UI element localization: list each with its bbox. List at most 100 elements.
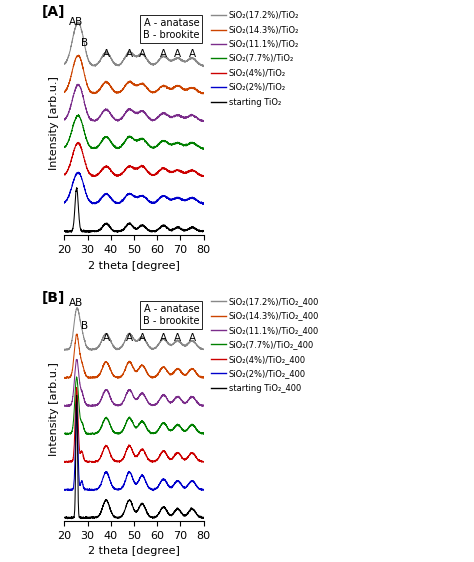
starting TiO₂_400 (74, 392, 80, 398)
SiO₂(14.3%)/TiO₂_400 (73, 340, 78, 347)
SiO₂(11.1%)/TiO₂ (75, 81, 81, 88)
Text: B: B (81, 321, 88, 331)
SiO₂(7.7%)/TiO₂ (141, 136, 146, 143)
SiO₂(14.3%)/TiO₂ (121, 85, 127, 92)
SiO₂(17.2%)/TiO₂ (141, 52, 146, 58)
starting TiO₂_400 (65, 515, 71, 522)
starting TiO₂_400 (62, 514, 67, 521)
SiO₂(7.7%)/TiO₂_400 (121, 425, 127, 432)
SiO₂(4%)/TiO₂_400 (124, 447, 129, 454)
SiO₂(2%)/TiO₂_400 (124, 474, 129, 481)
SiO₂(4%)/TiO₂_400 (72, 418, 78, 425)
SiO₂(2%)/TiO₂_400 (74, 398, 80, 405)
SiO₂(14.3%)/TiO₂ (126, 79, 132, 85)
SiO₂(17.2%)/TiO₂_400 (126, 330, 132, 337)
SiO₂(4%)/TiO₂ (72, 144, 78, 151)
SiO₂(7.7%)/TiO₂_400 (126, 414, 132, 420)
starting TiO₂_400 (73, 488, 78, 495)
starting TiO₂ (74, 184, 80, 191)
Y-axis label: Intensity [arb.u.]: Intensity [arb.u.] (49, 76, 59, 170)
SiO₂(2%)/TiO₂_400 (201, 487, 207, 493)
SiO₂(7.7%)/TiO₂ (201, 146, 206, 153)
SiO₂(14.3%)/TiO₂ (72, 57, 78, 64)
SiO₂(14.3%)/TiO₂ (124, 81, 129, 88)
starting TiO₂ (62, 228, 67, 234)
SiO₂(2%)/TiO₂ (121, 196, 127, 203)
SiO₂(4%)/TiO₂ (62, 171, 67, 178)
SiO₂(7.7%)/TiO₂_400 (73, 388, 78, 395)
SiO₂(2%)/TiO₂ (126, 191, 132, 197)
SiO₂(4%)/TiO₂ (124, 165, 129, 172)
SiO₂(11.1%)/TiO₂ (62, 116, 67, 123)
Text: AB: AB (69, 17, 83, 27)
Legend: SiO₂(17.2%)/TiO₂_400, SiO₂(14.3%)/TiO₂_400, SiO₂(11.1%)/TiO₂_400, SiO₂(7.7%)/TiO: SiO₂(17.2%)/TiO₂_400, SiO₂(14.3%)/TiO₂_4… (210, 297, 319, 392)
SiO₂(14.3%)/TiO₂ (141, 81, 146, 88)
Line: starting TiO₂_400: starting TiO₂_400 (64, 395, 204, 519)
SiO₂(2%)/TiO₂ (62, 200, 67, 207)
SiO₂(17.2%)/TiO₂ (75, 19, 81, 25)
SiO₂(11.1%)/TiO₂ (78, 86, 84, 93)
SiO₂(7.7%)/TiO₂ (78, 116, 84, 123)
SiO₂(7.7%)/TiO₂_400 (64, 432, 69, 438)
Y-axis label: Intensity [arb.u.]: Intensity [arb.u.] (49, 362, 59, 456)
Text: A: A (174, 333, 181, 343)
SiO₂(11.1%)/TiO₂ (126, 106, 132, 113)
SiO₂(14.3%)/TiO₂ (76, 52, 82, 58)
Text: A: A (189, 333, 196, 343)
starting TiO₂ (72, 200, 78, 207)
SiO₂(2%)/TiO₂_400 (151, 487, 156, 494)
starting TiO₂ (141, 223, 146, 230)
SiO₂(14.3%)/TiO₂_400 (126, 359, 132, 366)
Line: SiO₂(17.2%)/TiO₂: SiO₂(17.2%)/TiO₂ (64, 22, 204, 67)
SiO₂(4%)/TiO₂_400 (74, 384, 80, 391)
SiO₂(14.3%)/TiO₂ (200, 90, 205, 97)
SiO₂(17.2%)/TiO₂ (62, 60, 67, 67)
SiO₂(7.7%)/TiO₂_400 (124, 418, 129, 425)
SiO₂(2%)/TiO₂_400 (141, 473, 146, 480)
SiO₂(14.3%)/TiO₂_400 (74, 330, 80, 337)
SiO₂(4%)/TiO₂ (201, 173, 207, 179)
SiO₂(11.1%)/TiO₂_400 (73, 367, 78, 374)
SiO₂(2%)/TiO₂ (201, 201, 207, 207)
Line: starting TiO₂: starting TiO₂ (64, 188, 204, 233)
SiO₂(11.1%)/TiO₂_400 (78, 386, 84, 393)
SiO₂(4%)/TiO₂_400 (121, 454, 127, 461)
SiO₂(7.7%)/TiO₂ (124, 136, 129, 143)
SiO₂(17.2%)/TiO₂ (72, 25, 78, 31)
SiO₂(7.7%)/TiO₂ (121, 140, 127, 147)
SiO₂(4%)/TiO₂_400 (78, 448, 84, 455)
starting TiO₂ (126, 220, 132, 227)
SiO₂(11.1%)/TiO₂ (72, 88, 78, 94)
Line: SiO₂(4%)/TiO₂: SiO₂(4%)/TiO₂ (64, 142, 204, 176)
SiO₂(4%)/TiO₂ (91, 173, 96, 180)
SiO₂(2%)/TiO₂ (76, 169, 82, 175)
SiO₂(17.2%)/TiO₂ (126, 48, 132, 55)
SiO₂(2%)/TiO₂ (78, 173, 84, 180)
Text: A: A (138, 333, 146, 343)
Text: A: A (138, 49, 146, 60)
starting TiO₂ (86, 229, 91, 236)
SiO₂(11.1%)/TiO₂_400 (65, 403, 71, 410)
SiO₂(2%)/TiO₂_400 (62, 487, 67, 493)
Line: SiO₂(2%)/TiO₂_400: SiO₂(2%)/TiO₂_400 (64, 402, 204, 491)
SiO₂(2%)/TiO₂ (141, 193, 146, 200)
Line: SiO₂(7.7%)/TiO₂: SiO₂(7.7%)/TiO₂ (64, 115, 204, 149)
SiO₂(11.1%)/TiO₂ (124, 108, 129, 115)
SiO₂(11.1%)/TiO₂ (121, 113, 127, 120)
starting TiO₂ (78, 226, 84, 233)
SiO₂(7.7%)/TiO₂ (72, 116, 78, 123)
SiO₂(17.2%)/TiO₂_400 (74, 305, 80, 311)
X-axis label: 2 theta [degree]: 2 theta [degree] (88, 261, 180, 270)
SiO₂(4%)/TiO₂ (78, 144, 84, 151)
Line: SiO₂(11.1%)/TiO₂: SiO₂(11.1%)/TiO₂ (64, 84, 204, 121)
SiO₂(11.1%)/TiO₂ (141, 108, 146, 115)
SiO₂(14.3%)/TiO₂_400 (64, 375, 69, 382)
Text: [B]: [B] (42, 291, 65, 305)
Line: SiO₂(14.3%)/TiO₂_400: SiO₂(14.3%)/TiO₂_400 (64, 334, 204, 378)
Text: AB: AB (69, 297, 83, 307)
SiO₂(17.2%)/TiO₂ (78, 24, 84, 31)
Line: SiO₂(17.2%)/TiO₂_400: SiO₂(17.2%)/TiO₂_400 (64, 308, 204, 350)
SiO₂(14.3%)/TiO₂_400 (121, 370, 127, 377)
starting TiO₂_400 (78, 514, 84, 520)
SiO₂(2%)/TiO₂ (200, 201, 206, 207)
